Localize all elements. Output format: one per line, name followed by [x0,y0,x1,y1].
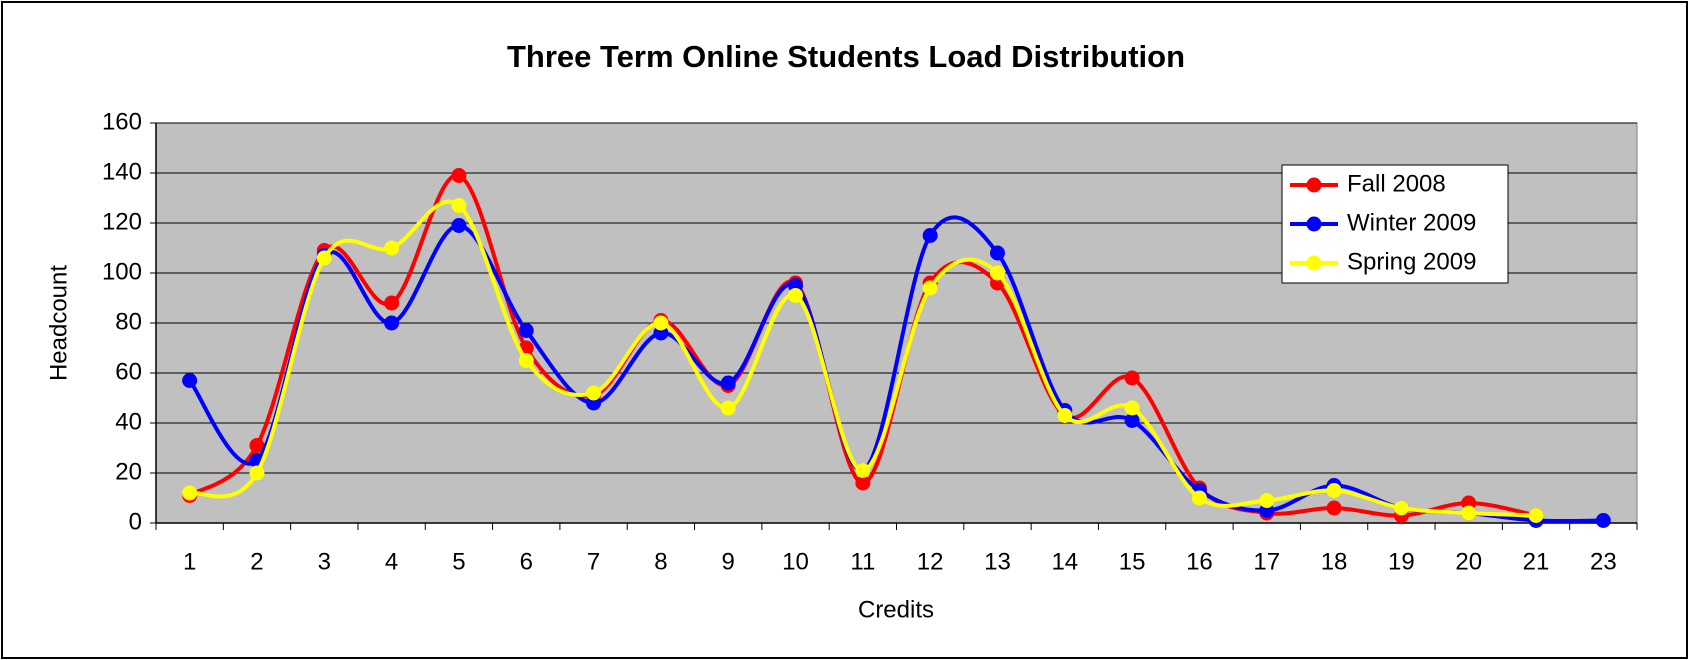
data-point [249,438,265,453]
x-tick-label: 12 [917,548,944,575]
data-point [518,323,534,338]
data-point [1528,508,1544,523]
data-point [1326,483,1342,498]
data-point [1595,513,1611,528]
x-tick-label: 9 [722,548,735,575]
data-point [182,373,198,388]
x-tick-label: 2 [250,548,263,575]
x-tick-label: 21 [1523,548,1550,575]
data-point [518,353,534,368]
data-point [855,463,871,478]
y-tick-label: 0 [129,508,142,535]
x-tick-label: 14 [1051,548,1078,575]
data-point [1124,400,1140,416]
data-point [182,485,198,501]
x-tick-label: 4 [385,548,398,575]
legend-label: Winter 2009 [1347,209,1476,236]
data-point [586,385,602,401]
data-point [1326,500,1342,516]
legend-marker [1306,216,1322,232]
x-tick-label: 20 [1455,548,1482,575]
data-point [989,265,1005,281]
y-tick-label: 60 [115,358,142,385]
legend-label: Spring 2009 [1347,248,1476,275]
x-axis-label: Credits [858,596,934,623]
y-tick-label: 120 [102,208,142,235]
data-point [316,250,332,266]
x-tick-label: 23 [1590,548,1617,575]
data-point [922,280,938,296]
x-tick-label: 5 [452,548,465,575]
y-tick-label: 40 [115,408,142,435]
x-tick-label: 16 [1186,548,1213,575]
data-point [451,218,467,233]
data-point [1259,493,1275,508]
data-point [1057,408,1073,423]
y-axis-label: Headcount [45,265,72,381]
data-point [1124,413,1140,428]
x-tick-label: 15 [1119,548,1146,575]
x-tick-label: 13 [984,548,1011,575]
y-tick-label: 100 [102,258,142,285]
data-point [653,315,669,331]
data-point [384,315,400,331]
data-point [384,240,400,256]
data-point [855,475,871,491]
x-tick-label: 1 [183,548,196,575]
y-tick-label: 140 [102,158,142,185]
legend-marker [1306,177,1322,193]
data-point [720,375,736,391]
data-point [1124,370,1140,386]
legend-label: Fall 2008 [1347,170,1446,197]
data-point [720,400,736,416]
x-tick-label: 17 [1253,548,1280,575]
x-tick-label: 3 [318,548,331,575]
data-point [922,228,938,243]
data-point [1393,500,1409,516]
data-point [451,198,467,213]
data-point [249,465,265,481]
data-point [989,245,1005,261]
x-tick-label: 11 [850,548,875,575]
data-point [384,295,400,311]
x-tick-label: 19 [1388,548,1415,575]
x-tick-label: 8 [654,548,667,575]
legend-marker [1306,255,1322,271]
chart-title: Three Term Online Students Load Distribu… [507,39,1185,74]
x-tick-label: 6 [520,548,533,575]
data-point [1461,505,1477,521]
y-tick-label: 20 [115,458,142,485]
y-tick-label: 80 [115,308,142,335]
x-tick-label: 18 [1321,548,1348,575]
data-point [788,288,804,303]
y-tick-label: 160 [102,108,142,135]
data-point [1191,490,1207,506]
x-tick-label: 7 [587,548,600,575]
x-tick-label: 10 [782,548,809,575]
data-point [451,168,467,183]
